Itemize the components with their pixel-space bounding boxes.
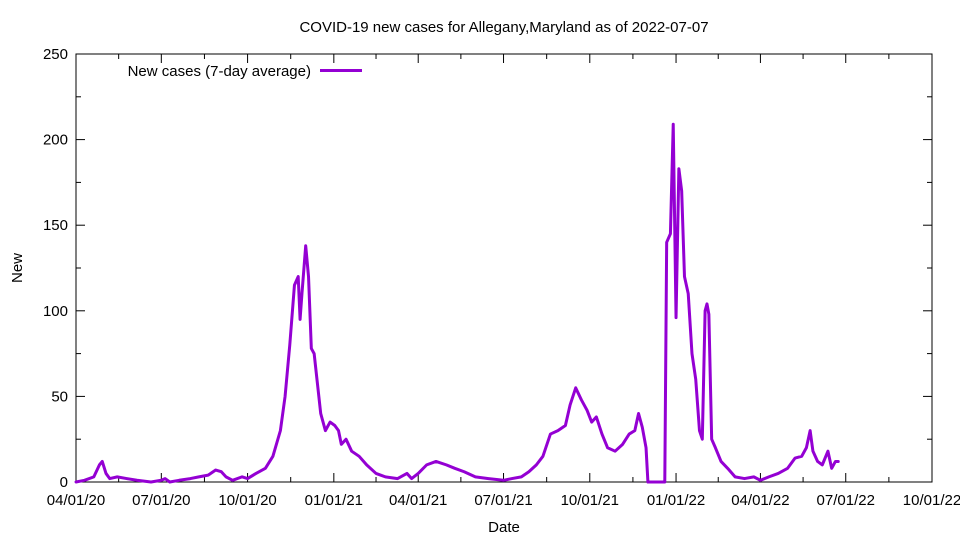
x-tick-label: 07/01/20 bbox=[132, 492, 190, 509]
x-tick-label: 10/01/20 bbox=[218, 492, 276, 509]
y-axis-label: New bbox=[9, 253, 26, 283]
x-tick-labels: 04/01/20 07/01/20 10/01/20 01/01/21 04/01/21… bbox=[47, 492, 960, 509]
x-tick-label: 04/01/22 bbox=[731, 492, 789, 509]
x-tick-label: 01/01/22 bbox=[647, 492, 705, 509]
plot-area-frame bbox=[75, 53, 933, 483]
x-tick-label: 01/01/21 bbox=[305, 492, 363, 509]
x-tick-label: 07/01/21 bbox=[474, 492, 532, 509]
y-tick-label: 200 bbox=[43, 132, 68, 149]
x-tick-label: 04/01/20 bbox=[47, 492, 105, 509]
x-tick-label: 10/01/21 bbox=[561, 492, 619, 509]
series-line-new-cases bbox=[74, 122, 840, 484]
y-tick-label: 250 bbox=[43, 46, 68, 63]
y-tick-labels: 0 50 100 150 200 250 bbox=[43, 46, 68, 491]
x-axis-label: Date bbox=[488, 519, 520, 536]
x-tick-label: 10/01/22 bbox=[903, 492, 960, 509]
legend: New cases (7-day average) bbox=[128, 63, 362, 80]
y-tick-label: 150 bbox=[43, 217, 68, 234]
legend-label: New cases (7-day average) bbox=[128, 63, 311, 80]
chart-title: COVID-19 new cases for Allegany,Maryland… bbox=[299, 19, 708, 36]
y-tick-label: 50 bbox=[51, 388, 68, 405]
axis-ticks bbox=[75, 53, 933, 483]
y-tick-label: 0 bbox=[60, 474, 68, 491]
y-tick-label: 100 bbox=[43, 303, 68, 320]
x-tick-label: 04/01/21 bbox=[389, 492, 447, 509]
x-tick-label: 07/01/22 bbox=[817, 492, 875, 509]
